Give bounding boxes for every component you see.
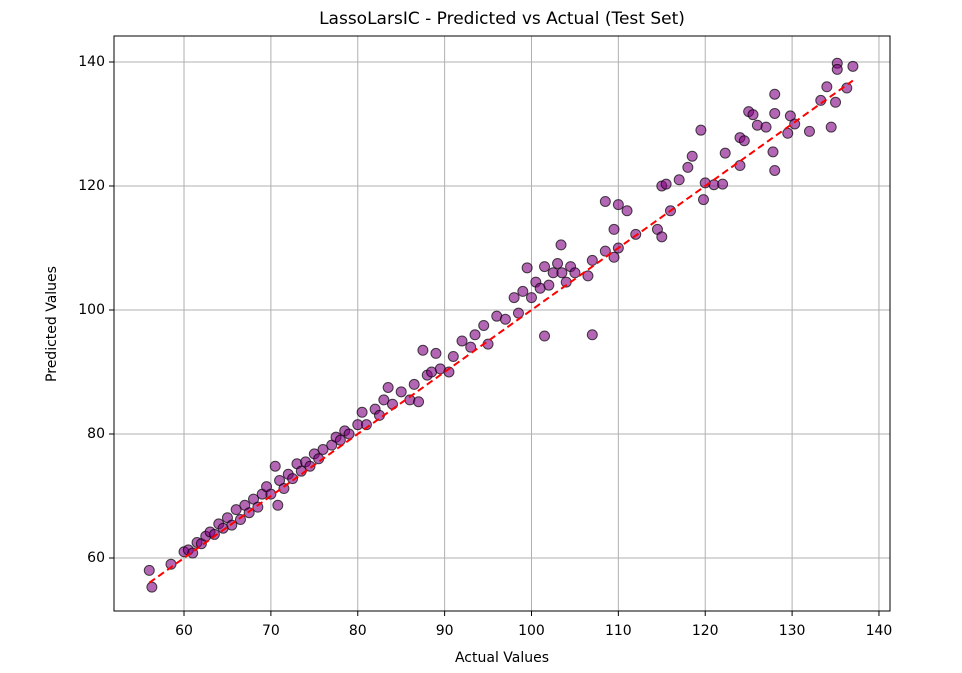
x-tick-label: 70	[262, 623, 280, 639]
point	[556, 267, 568, 279]
point	[825, 121, 837, 133]
x-tick-label: 90	[436, 623, 454, 639]
point	[269, 460, 281, 472]
point	[143, 564, 155, 576]
point	[767, 146, 779, 158]
point	[456, 335, 468, 347]
point	[521, 262, 533, 274]
x-tick-label: 110	[605, 623, 632, 639]
chart-title: LassoLarsIC - Predicted vs Actual (Test …	[319, 9, 685, 29]
y-axis-label: Predicted Values	[44, 266, 60, 382]
y-tick-label: 120	[78, 178, 105, 194]
point	[569, 267, 581, 279]
point	[465, 341, 477, 353]
point	[356, 406, 368, 418]
point	[334, 434, 346, 446]
point	[719, 147, 731, 159]
y-tick-label: 100	[78, 302, 105, 318]
point	[552, 257, 564, 269]
y-tick-label: 60	[87, 550, 105, 566]
point	[830, 96, 842, 108]
point	[517, 285, 529, 297]
point	[343, 428, 355, 440]
point	[512, 307, 524, 319]
point	[417, 344, 429, 356]
point	[608, 223, 620, 235]
point	[582, 270, 594, 282]
point	[673, 174, 685, 186]
point	[660, 178, 672, 190]
point	[621, 205, 633, 217]
point	[599, 195, 611, 207]
point	[656, 231, 668, 243]
x-tick-label: 130	[779, 623, 806, 639]
point	[608, 251, 620, 263]
point	[539, 261, 551, 273]
point	[499, 313, 511, 325]
point	[769, 88, 781, 100]
x-tick-label: 60	[175, 623, 193, 639]
x-tick-label: 100	[518, 623, 545, 639]
point	[413, 396, 425, 408]
point	[539, 330, 551, 342]
point	[586, 329, 598, 341]
point	[408, 378, 420, 390]
x-axis-label: Actual Values	[455, 650, 549, 666]
point	[747, 109, 759, 121]
point	[304, 460, 316, 472]
point	[378, 394, 390, 406]
y-tick-label: 80	[87, 426, 105, 442]
point	[395, 386, 407, 398]
point	[146, 581, 158, 593]
point	[612, 199, 624, 211]
point	[738, 135, 750, 147]
point	[697, 194, 709, 206]
plot-frame	[113, 35, 891, 612]
point	[586, 254, 598, 266]
point	[508, 292, 520, 304]
point	[543, 279, 555, 291]
point	[695, 124, 707, 136]
point	[630, 228, 642, 240]
point	[317, 443, 329, 455]
point	[831, 63, 843, 75]
point	[686, 150, 698, 162]
point	[165, 558, 177, 570]
reference-line	[148, 79, 854, 584]
point	[782, 127, 794, 139]
point	[847, 60, 859, 72]
point	[734, 160, 746, 172]
point	[230, 504, 242, 516]
point	[769, 107, 781, 119]
point	[821, 81, 833, 93]
point	[272, 499, 284, 511]
point	[555, 239, 567, 251]
point	[525, 292, 537, 304]
y-tick-label: 140	[78, 54, 105, 70]
x-tick-label: 120	[692, 623, 719, 639]
x-tick-label: 80	[349, 623, 367, 639]
point	[803, 125, 815, 137]
point	[447, 350, 459, 362]
point	[717, 178, 729, 190]
point	[682, 161, 694, 173]
x-tick-label: 140	[866, 623, 893, 639]
point	[469, 329, 481, 341]
point	[478, 319, 490, 331]
point	[430, 347, 442, 359]
point	[287, 473, 299, 485]
point	[760, 121, 772, 133]
point	[769, 164, 781, 176]
point	[382, 381, 394, 393]
